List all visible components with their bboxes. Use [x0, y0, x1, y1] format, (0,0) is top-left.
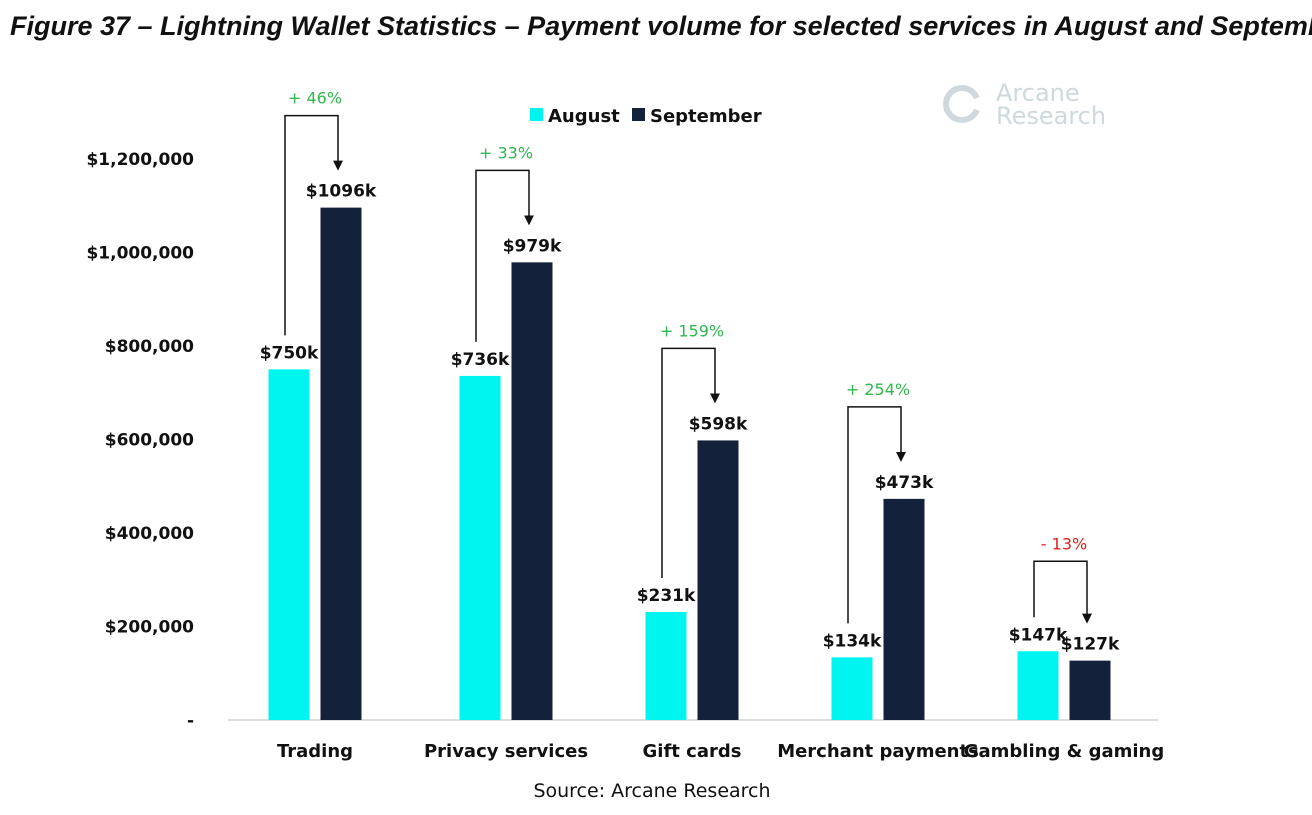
data-label-august: $147k [1009, 625, 1068, 645]
y-tick-label: $1,000,000 [86, 244, 194, 264]
change-bracket-arrow [475, 169, 534, 342]
x-category-label: Gift cards [643, 741, 742, 762]
change-bracket-arrow [661, 347, 720, 579]
data-label-august: $750k [260, 343, 319, 363]
change-label: + 159% [660, 321, 724, 340]
change-bracket-arrow [284, 114, 343, 336]
data-label-september: $127k [1061, 635, 1120, 655]
bar-september [320, 207, 362, 720]
bar-september [511, 262, 553, 720]
data-label-september: $473k [875, 473, 934, 493]
data-label-september: $979k [503, 236, 562, 256]
y-tick-label: - [187, 711, 194, 731]
bars: $750k $1096k $736k $979k $231k $598k $134k $473… [260, 182, 1120, 720]
y-tick-label: $1,200,000 [86, 150, 194, 170]
data-label-august: $134k [823, 631, 882, 651]
change-label: + 33% [479, 143, 533, 162]
change-label: + 46% [288, 89, 342, 108]
logo-line-1: Arcane [996, 79, 1080, 107]
bar-august [268, 369, 310, 720]
bar-september [883, 498, 925, 720]
data-label-september: $1096k [306, 182, 377, 202]
logo-notch-icon [962, 96, 982, 112]
legend-label-september: September [650, 106, 762, 127]
bar-september [697, 440, 739, 720]
x-axis: Trading Privacy services Gift cards Merchan… [277, 741, 1164, 762]
y-tick-label: $200,000 [105, 618, 194, 638]
y-axis: - $200,000 $400,000 $600,000 $800,000 $1,000,… [86, 150, 194, 731]
change-label: + 254% [846, 380, 910, 399]
legend-swatch-september [632, 108, 645, 121]
data-label-september: $598k [689, 414, 748, 434]
change-label: - 13% [1041, 534, 1087, 553]
x-category-label: Privacy services [424, 741, 588, 762]
bar-september [1069, 660, 1111, 720]
change-brackets: + 46% + 33% + 159% + 254% - 13% [284, 89, 1092, 624]
data-label-august: $736k [451, 350, 510, 370]
y-tick-label: $600,000 [105, 431, 194, 451]
legend-label-august: August [548, 106, 620, 127]
y-tick-label: $400,000 [105, 524, 194, 544]
legend-swatch-august [530, 108, 543, 121]
figure-title: Figure 37 – Lightning Wallet Statistics … [10, 11, 1312, 41]
logo-line-2: Research [996, 102, 1106, 130]
x-category-label: Trading [277, 741, 353, 762]
x-category-label: Merchant payments [777, 741, 979, 762]
bar-august [459, 375, 501, 720]
bar-august [1017, 651, 1059, 720]
bar-august [645, 612, 687, 720]
data-label-august: $231k [637, 586, 696, 606]
source-label: Source: Arcane Research [533, 780, 770, 802]
bar-august [831, 657, 873, 720]
legend: August September [530, 106, 762, 127]
y-tick-label: $800,000 [105, 337, 194, 357]
arcane-research-logo: Arcane Research [943, 79, 1106, 130]
x-category-label: Gambling & gaming [964, 741, 1165, 762]
change-bracket-arrow [847, 406, 906, 624]
change-bracket-arrow [1033, 560, 1092, 624]
